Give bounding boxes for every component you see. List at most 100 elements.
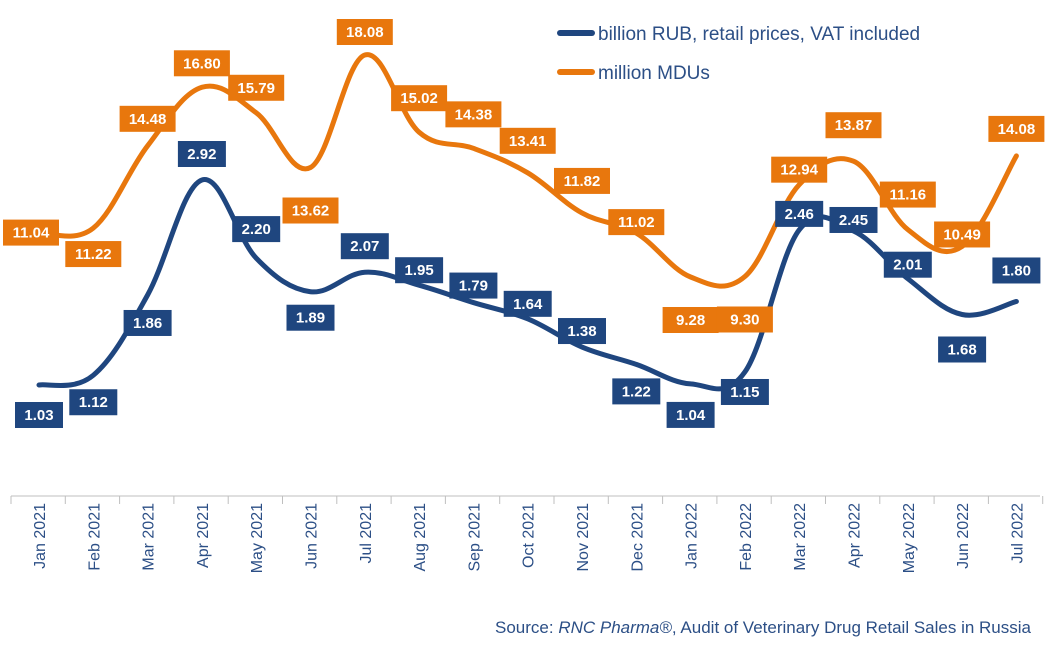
data-label: 2.01 xyxy=(883,251,932,278)
x-tick-label: Feb 2021 xyxy=(86,503,103,571)
data-label-text: 2.45 xyxy=(839,212,868,229)
data-label-box xyxy=(445,101,502,128)
data-label: 1.68 xyxy=(938,336,987,363)
data-label: 15.79 xyxy=(228,74,285,101)
data-label-text: 13.62 xyxy=(292,203,330,220)
data-label: 15.02 xyxy=(391,85,448,112)
data-label-box xyxy=(177,141,226,167)
data-label-box xyxy=(771,156,828,183)
data-label: 11.22 xyxy=(65,241,122,268)
data-label-text: 12.94 xyxy=(780,162,818,179)
x-tick-label: Jun 2021 xyxy=(304,503,321,569)
data-label-box xyxy=(228,74,285,101)
x-tick-label: Mar 2021 xyxy=(141,503,158,571)
data-label-text: 10.49 xyxy=(943,226,981,243)
data-label-text: 13.87 xyxy=(835,117,873,134)
data-label: 14.08 xyxy=(988,115,1045,142)
data-label: 1.04 xyxy=(666,401,715,428)
data-label-text: 9.30 xyxy=(730,311,759,328)
data-label-box xyxy=(608,209,665,236)
x-tick-label: Apr 2022 xyxy=(847,503,864,568)
data-label-text: 2.92 xyxy=(187,146,216,163)
x-tick-label: Apr 2021 xyxy=(195,503,212,568)
data-label-text: 1.64 xyxy=(513,296,543,313)
data-label: 1.64 xyxy=(503,290,552,317)
data-label-text: 2.46 xyxy=(785,206,814,223)
data-label-box xyxy=(883,251,932,278)
data-label-text: 11.02 xyxy=(618,214,655,231)
x-tick-label: Sep 2021 xyxy=(466,503,483,572)
data-label-box xyxy=(173,50,230,77)
data-label-box xyxy=(554,167,610,194)
data-label-text: 14.08 xyxy=(998,121,1036,138)
data-label: 13.87 xyxy=(825,112,882,139)
data-label: 14.48 xyxy=(119,105,176,132)
data-label-text: 11.16 xyxy=(889,187,926,204)
data-label: 1.03 xyxy=(15,402,63,428)
data-label-text: 14.38 xyxy=(455,106,493,123)
x-tick-label: Jul 2022 xyxy=(1009,503,1026,564)
data-label-box xyxy=(3,219,59,246)
x-tick-label: Jan 2022 xyxy=(684,503,701,569)
data-label: 12.94 xyxy=(771,156,828,183)
data-label: 14.38 xyxy=(445,101,502,128)
data-label-box xyxy=(825,112,882,139)
data-label: 1.22 xyxy=(612,378,661,405)
legend-label: billion RUB, retail prices, VAT included xyxy=(598,24,920,45)
data-label: 11.16 xyxy=(879,181,936,208)
data-label-text: 1.86 xyxy=(133,315,162,332)
data-label: 1.12 xyxy=(69,389,118,416)
data-label-text: 15.02 xyxy=(400,90,438,107)
x-tick-label: May 2022 xyxy=(901,503,918,573)
source-suffix: , Audit of Veterinary Drug Retail Sales … xyxy=(671,618,1031,637)
data-label: 1.89 xyxy=(286,304,335,331)
data-label: 2.07 xyxy=(340,233,389,260)
data-label: 2.45 xyxy=(829,206,878,233)
data-label-box xyxy=(503,290,552,317)
data-label-box xyxy=(391,85,448,112)
data-label-text: 1.22 xyxy=(622,383,651,400)
data-label: 1.95 xyxy=(395,257,444,284)
data-label-box xyxy=(69,389,118,416)
data-label: 2.20 xyxy=(232,216,281,243)
data-label: 10.49 xyxy=(934,221,991,248)
data-label-text: 1.79 xyxy=(459,278,488,295)
x-tick-label: Jan 2021 xyxy=(32,503,49,569)
data-label-box xyxy=(720,378,769,405)
x-tick-label: Nov 2021 xyxy=(575,503,592,572)
data-label-box xyxy=(666,401,715,428)
data-label-text: 1.12 xyxy=(79,394,108,411)
data-label-box xyxy=(336,19,393,45)
x-tick-label: Oct 2021 xyxy=(521,503,538,568)
data-label-box xyxy=(340,233,389,260)
source-prefix: Source: xyxy=(495,618,559,637)
data-label: 2.92 xyxy=(177,141,226,167)
data-label-text: 1.03 xyxy=(24,407,53,424)
data-label-text: 11.04 xyxy=(13,225,50,242)
data-label-box xyxy=(65,241,122,268)
data-label-text: 15.79 xyxy=(237,80,275,97)
data-label-box xyxy=(119,105,176,132)
data-label-box xyxy=(558,318,606,345)
x-tick-label: Feb 2022 xyxy=(738,503,755,571)
data-label-box xyxy=(988,115,1045,142)
data-label-text: 13.41 xyxy=(509,133,547,150)
data-label-text: 1.38 xyxy=(567,323,596,340)
data-label-text: 1.68 xyxy=(947,341,976,358)
data-label: 2.46 xyxy=(775,200,824,227)
data-label-text: 9.28 xyxy=(676,312,705,329)
data-label-box xyxy=(449,272,498,299)
data-label-box xyxy=(286,304,335,331)
data-label-box xyxy=(938,336,987,363)
data-label-box xyxy=(123,309,172,336)
x-tick-label: Dec 2021 xyxy=(629,503,646,572)
data-label-text: 11.22 xyxy=(75,246,112,263)
data-label: 11.02 xyxy=(608,209,665,236)
data-label-text: 14.48 xyxy=(129,111,167,128)
data-label-text: 2.01 xyxy=(893,257,922,274)
x-tick-label: Jul 2021 xyxy=(358,503,375,564)
data-label: 13.41 xyxy=(499,127,556,154)
data-label: 11.04 xyxy=(3,219,59,246)
